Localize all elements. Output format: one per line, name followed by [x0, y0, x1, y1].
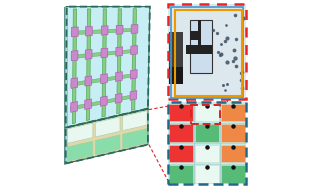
Polygon shape: [123, 111, 147, 131]
Polygon shape: [130, 70, 137, 79]
Polygon shape: [100, 74, 108, 84]
Polygon shape: [95, 117, 120, 137]
Bar: [169, 104, 193, 121]
Bar: [195, 165, 219, 183]
Bar: [168, 4, 246, 99]
Polygon shape: [71, 73, 135, 86]
Polygon shape: [130, 91, 137, 100]
Bar: [169, 124, 193, 142]
Bar: [198, 20, 201, 54]
Polygon shape: [86, 9, 91, 121]
Polygon shape: [66, 7, 150, 128]
Bar: [168, 102, 246, 184]
Polygon shape: [101, 48, 108, 58]
Polygon shape: [72, 9, 77, 124]
Polygon shape: [71, 78, 78, 88]
Bar: [169, 67, 183, 84]
Bar: [190, 30, 200, 40]
Polygon shape: [131, 25, 138, 33]
Polygon shape: [132, 9, 137, 110]
Bar: [169, 165, 193, 183]
Polygon shape: [101, 26, 108, 35]
Bar: [171, 7, 243, 98]
Polygon shape: [115, 93, 122, 103]
Polygon shape: [71, 101, 77, 112]
Bar: [195, 145, 219, 162]
Bar: [191, 105, 220, 124]
Polygon shape: [100, 96, 107, 106]
Bar: [195, 124, 219, 142]
Polygon shape: [85, 50, 92, 59]
Bar: [195, 104, 219, 121]
Polygon shape: [95, 135, 120, 155]
Bar: [168, 4, 246, 99]
Polygon shape: [131, 46, 137, 55]
Bar: [221, 145, 245, 162]
Polygon shape: [71, 94, 135, 110]
Polygon shape: [123, 129, 147, 149]
Polygon shape: [67, 141, 93, 161]
Bar: [221, 165, 245, 183]
Polygon shape: [116, 25, 123, 34]
Polygon shape: [85, 99, 91, 109]
Polygon shape: [117, 9, 122, 114]
Polygon shape: [71, 51, 78, 61]
Bar: [186, 45, 212, 54]
Bar: [169, 145, 193, 162]
Polygon shape: [65, 7, 67, 163]
Polygon shape: [102, 9, 107, 117]
Polygon shape: [67, 123, 93, 143]
Polygon shape: [116, 47, 123, 56]
Polygon shape: [71, 49, 136, 59]
Bar: [190, 20, 212, 73]
Bar: [221, 104, 245, 121]
Bar: [168, 102, 246, 184]
Polygon shape: [85, 76, 92, 86]
Polygon shape: [71, 27, 78, 37]
Bar: [169, 32, 183, 84]
Polygon shape: [115, 72, 122, 81]
Bar: [221, 124, 245, 142]
Polygon shape: [64, 6, 67, 164]
Bar: [175, 10, 242, 96]
Polygon shape: [66, 109, 148, 163]
Polygon shape: [72, 28, 136, 35]
Polygon shape: [86, 26, 92, 36]
